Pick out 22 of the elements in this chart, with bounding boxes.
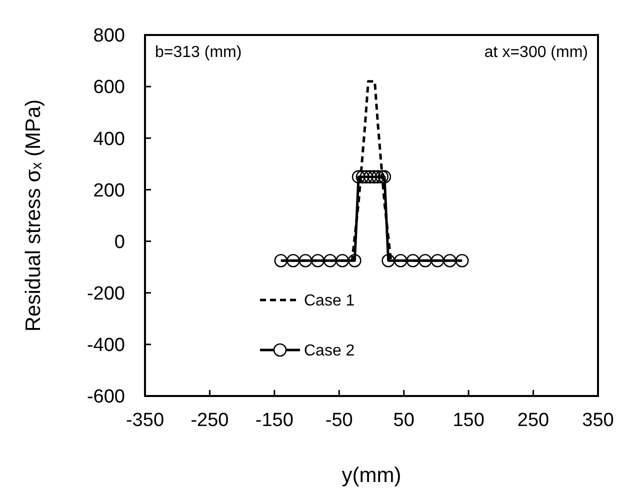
annotation: b=313 (mm) xyxy=(155,44,242,61)
y-tick-label: 0 xyxy=(114,232,125,253)
x-tick-label: 250 xyxy=(517,410,550,431)
x-tick-label: -50 xyxy=(325,410,353,431)
y-tick-label: -200 xyxy=(86,284,125,305)
y-axis-title: Residual stress σₓ (MPa) xyxy=(22,99,45,332)
x-tick-label: 350 xyxy=(582,410,614,431)
y-tick-label: 200 xyxy=(93,180,125,202)
x-tick-label: -150 xyxy=(255,410,294,431)
x-axis-title: y(mm) xyxy=(342,464,402,487)
y-tick-label: 600 xyxy=(93,77,125,98)
x-tick-label: 50 xyxy=(393,410,414,431)
y-tick-label: -600 xyxy=(86,386,125,408)
x-tick-label: -250 xyxy=(190,410,229,431)
x-tick-label: 150 xyxy=(452,410,484,431)
legend-label: Case 1 xyxy=(304,292,355,310)
annotation: at x=300 (mm) xyxy=(484,44,588,61)
legend-label: Case 2 xyxy=(304,342,355,360)
x-tick-label: -350 xyxy=(126,410,164,431)
y-tick-label: 800 xyxy=(93,26,125,47)
y-tick-label: -400 xyxy=(86,335,125,356)
y-tick-label: 400 xyxy=(93,128,125,150)
